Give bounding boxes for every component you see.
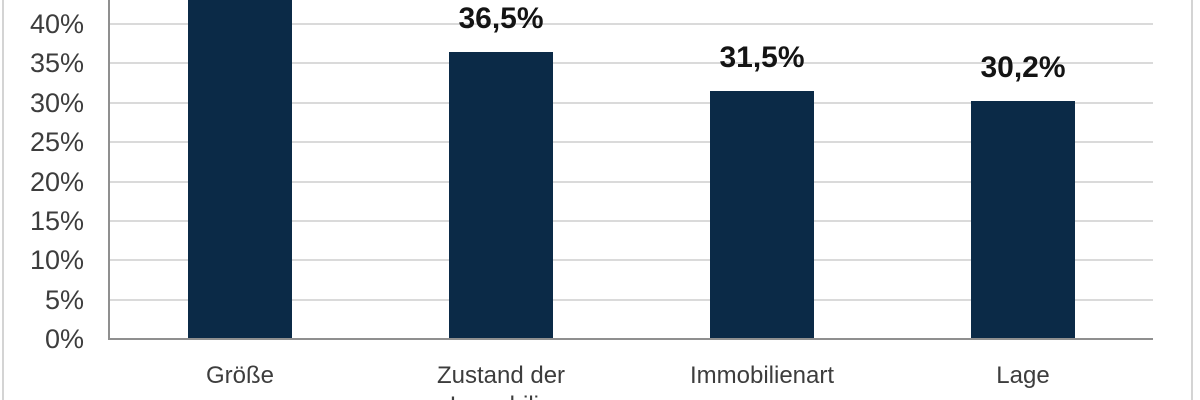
frame-border-right [1191,0,1193,400]
gridline-20 [110,181,1153,183]
category-label-line: Immobilienart [689,362,835,389]
y-tick-label: 20% [29,167,84,197]
x-axis-line [108,338,1153,340]
category-label-line: Immobilie [361,391,641,400]
y-tick-label: 40% [29,9,84,39]
bar-Lage [971,101,1075,338]
bar-Immobilienart [710,91,814,338]
category-label-line: Lage [996,362,1050,389]
bar-Größe [188,0,292,338]
gridline-10 [110,259,1153,261]
category-label: Zustand der Immobilie [361,361,641,400]
gridline-40 [110,23,1153,25]
bar-value-label: 31,5% [719,41,805,74]
category-label: Lage [883,361,1163,391]
y-tick-label: 30% [29,88,84,118]
category-label: Größe [100,361,380,391]
y-tick-label: 5% [44,285,84,315]
bar-Zustand der Immobilie [449,52,553,338]
y-tick-label: 0% [44,324,84,354]
gridline-5 [110,299,1153,301]
gridline-25 [110,141,1153,143]
bar-value-label: 36,5% [458,2,544,35]
bar-value-label: 30,2% [980,51,1066,84]
gridline-15 [110,220,1153,222]
gridline-30 [110,102,1153,104]
y-tick-label: 15% [29,206,84,236]
frame-border-left [2,0,4,400]
y-tick-label: 25% [29,127,84,157]
y-axis-line [108,0,110,340]
category-label-line: Größe [205,362,274,389]
y-tick-label: 35% [29,48,84,78]
gridline-35 [110,62,1153,64]
category-label-line: Zustand der [436,362,566,389]
category-label: Immobilienart [622,361,902,391]
y-tick-label: 10% [29,245,84,275]
